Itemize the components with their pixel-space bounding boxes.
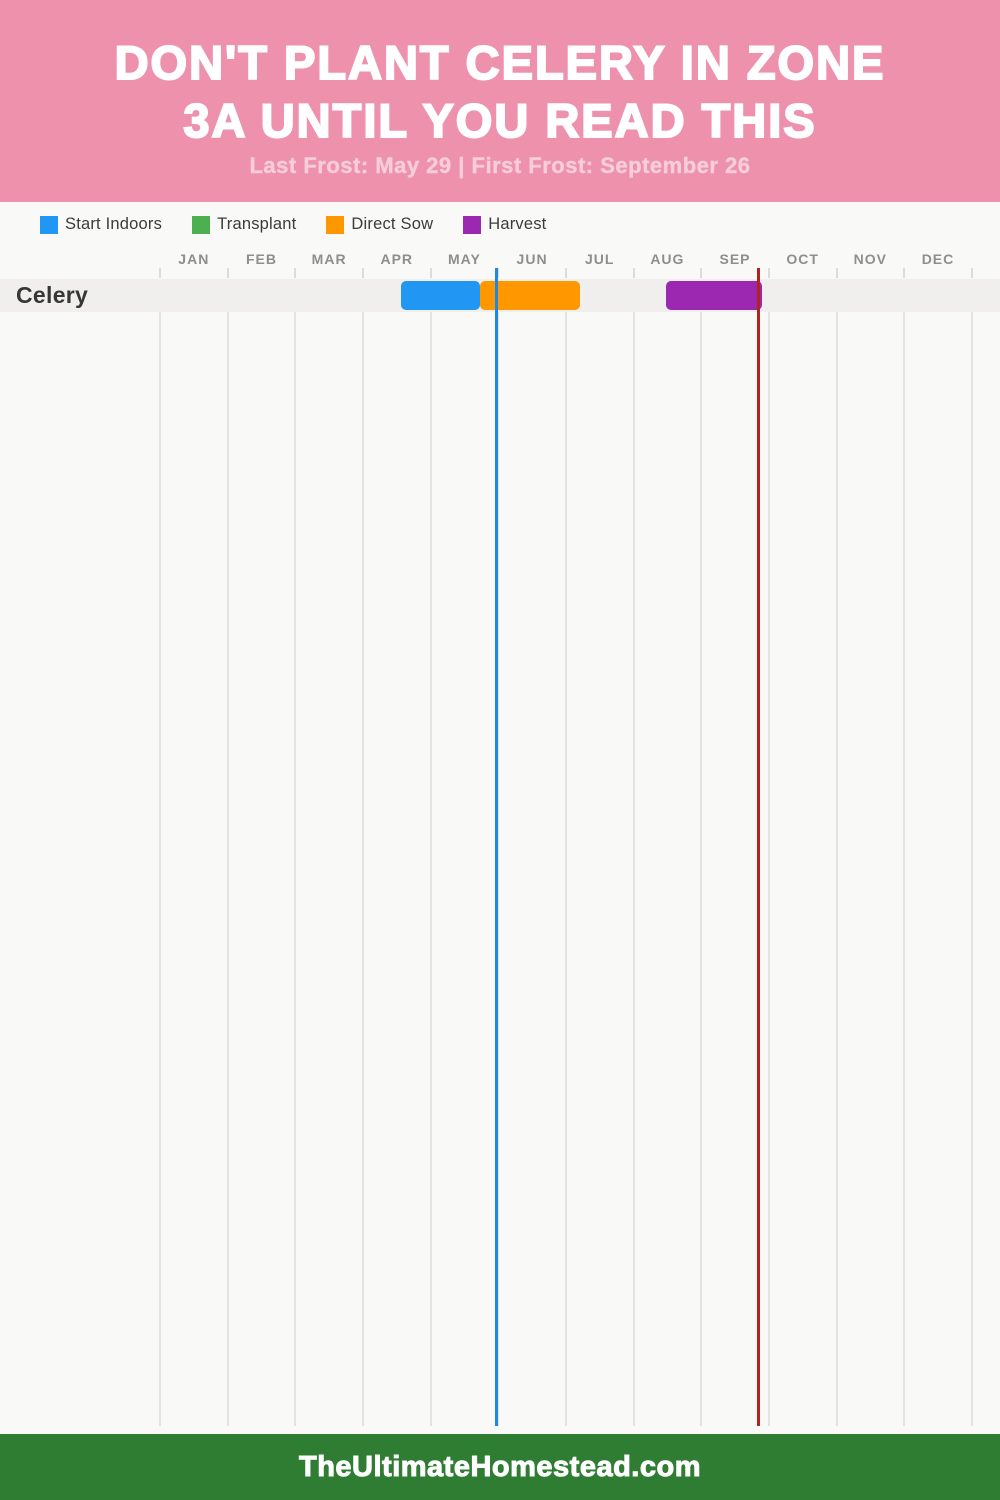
month-gridline [429, 311, 432, 1426]
month-gridline [226, 311, 229, 1426]
month-label-may: MAY [448, 251, 481, 267]
harvest-swatch-icon [463, 215, 482, 234]
month-gridline [497, 311, 500, 1426]
month-tick [903, 268, 906, 278]
legend-item-transplant: Transplant [192, 215, 296, 234]
month-tick [767, 268, 770, 278]
month-gridline [903, 311, 906, 1426]
month-gridline [767, 311, 770, 1426]
month-label-mar: MAR [311, 251, 347, 267]
legend-item-start-indoors: Start Indoors [40, 215, 162, 234]
page-title-line1: DON'T PLANT CELERY IN ZONE [114, 35, 886, 90]
month-label-jun: JUN [516, 251, 548, 267]
planting-bar-harvest [666, 281, 763, 310]
month-label-aug: AUG [650, 251, 685, 267]
month-label-sep: SEP [719, 251, 751, 267]
month-tick [497, 268, 500, 278]
month-gridline [361, 311, 364, 1426]
start-indoors-swatch-icon [40, 215, 58, 234]
month-tick [970, 268, 973, 278]
direct-sow-swatch-icon [326, 215, 345, 234]
legend-item-harvest: Harvest [463, 215, 546, 234]
legend-label: Transplant [217, 215, 297, 233]
month-tick [159, 268, 161, 278]
page-title-line2: 3A UNTIL YOU READ THIS [182, 93, 817, 148]
month-gridline [632, 311, 635, 1426]
site-name: TheUltimateHomestead.com [299, 1451, 702, 1484]
month-label-apr: APR [380, 251, 414, 267]
month-label-oct: OCT [786, 251, 819, 267]
month-tick [700, 268, 703, 278]
month-tick [361, 268, 364, 278]
month-gridline [700, 311, 703, 1426]
page-title: DON'T PLANT CELERY IN ZONE 3A UNTIL YOU … [0, 0, 1000, 150]
first-frost-line [757, 268, 761, 1426]
frost-dates-subtitle: Last Frost: May 29 | First Frost: Septem… [249, 153, 751, 178]
legend-item-direct-sow: Direct Sow [326, 215, 433, 234]
month-tick [294, 268, 297, 278]
transplant-swatch-icon [192, 215, 211, 234]
month-label-jan: JAN [178, 251, 210, 267]
legend-label: Harvest [488, 215, 547, 233]
legend-label: Start Indoors [65, 215, 163, 233]
month-gridline [564, 311, 567, 1426]
legend: Start Indoors Transplant Direct Sow Harvest [40, 215, 546, 234]
month-label-dec: DEC [921, 251, 955, 267]
month-gridline [294, 311, 297, 1426]
crop-row-label: Celery [16, 282, 89, 308]
month-label-jul: JUL [584, 251, 615, 267]
month-label-feb: FEB [245, 251, 277, 267]
month-tick [632, 268, 635, 278]
header-banner: DON'T PLANT CELERY IN ZONE 3A UNTIL YOU … [0, 0, 1000, 202]
planting-bar-start-indoors [400, 281, 480, 310]
month-gridline [835, 311, 838, 1426]
legend-label: Direct Sow [351, 215, 434, 233]
month-tick [835, 268, 838, 278]
footer-banner: TheUltimateHomestead.com [0, 1434, 1000, 1500]
last-frost-line [494, 268, 498, 1426]
month-gridline [159, 311, 161, 1426]
month-label-nov: NOV [853, 251, 887, 267]
month-tick [226, 268, 229, 278]
month-tick [564, 268, 567, 278]
month-gridline [970, 311, 973, 1426]
month-tick [429, 268, 432, 278]
